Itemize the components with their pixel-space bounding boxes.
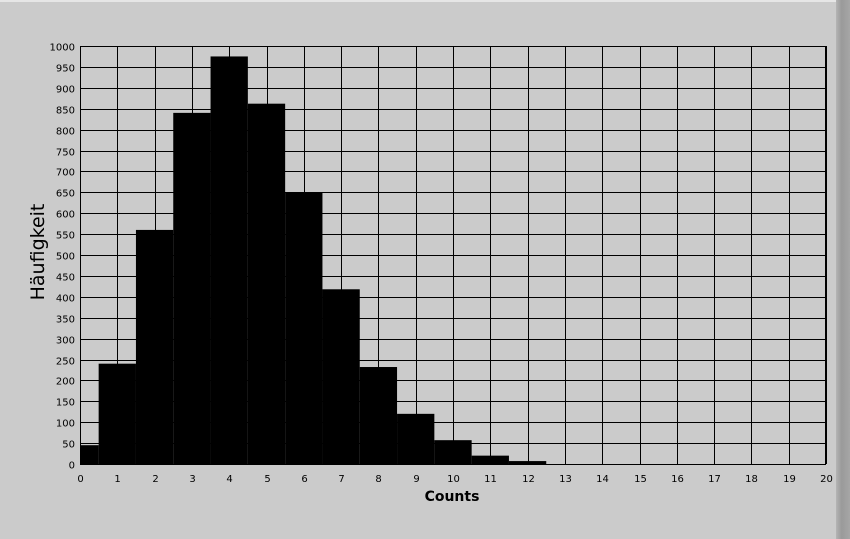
histogram-bar: [508, 461, 547, 464]
histogram-bar: [247, 103, 286, 465]
x-tick-label: 15: [634, 474, 647, 485]
histogram-bar: [98, 363, 136, 464]
y-tick-label: 550: [56, 231, 75, 242]
y-tick-label: 600: [56, 210, 75, 221]
x-tick-label: 5: [264, 474, 270, 485]
tick-labels: 0 1 2 3 4 5 6 7 8 9 10 11 12 13 14 15 16 17 18 19 2005010015…: [50, 43, 833, 486]
panel-top-edge: [0, 0, 850, 2]
x-axis-title: Counts: [425, 489, 480, 505]
histogram-bar: [322, 289, 360, 464]
x-tick-label: 18: [745, 474, 758, 485]
histogram-bar: [434, 440, 472, 464]
panel-right-scroll-edge: [836, 0, 850, 539]
x-tick-label: 0: [77, 474, 83, 485]
plot-frame: [80, 46, 826, 465]
y-tick-label: 750: [56, 148, 75, 159]
x-tick-label: 2: [152, 474, 158, 485]
y-tick-label: 700: [56, 168, 75, 179]
x-tick-label: 12: [522, 474, 535, 485]
x-tick-label: 4: [226, 474, 232, 485]
histogram-bar: [135, 229, 174, 464]
x-tick-label: 19: [783, 474, 796, 485]
y-tick-label: 0: [69, 461, 75, 472]
y-tick-label: 1000: [50, 43, 75, 54]
x-tick-label: 8: [375, 474, 381, 485]
y-tick-label: 800: [56, 127, 75, 138]
y-tick-label: 900: [56, 85, 75, 96]
x-tick-label: 3: [189, 474, 195, 485]
histogram-bar: [285, 192, 323, 465]
y-tick-label: 450: [56, 273, 75, 284]
y-tick-label: 50: [62, 440, 75, 451]
y-tick-label: 650: [56, 189, 75, 200]
y-tick-label: 850: [56, 106, 75, 117]
x-tick-label: 20: [820, 474, 833, 485]
histogram-bar: [80, 445, 99, 464]
histogram-bars: [80, 56, 547, 465]
histogram-bar: [397, 413, 435, 464]
histogram-bar: [359, 367, 398, 464]
y-tick-label: 950: [56, 64, 75, 75]
histogram-bar: [471, 455, 509, 464]
x-tick-label: 10: [447, 474, 460, 485]
y-axis-title: Häufigkeit: [27, 204, 49, 301]
x-tick-label: 6: [301, 474, 307, 485]
y-tick-label: 300: [56, 336, 75, 347]
y-tick-label: 500: [56, 252, 75, 263]
x-tick-label: 16: [671, 474, 684, 485]
histogram-bar: [210, 56, 248, 464]
x-tick-label: 14: [596, 474, 609, 485]
y-tick-label: 250: [56, 357, 75, 368]
y-tick-label: 350: [56, 315, 75, 326]
x-tick-label: 11: [484, 474, 497, 485]
x-tick-label: 9: [413, 474, 419, 485]
x-tick-label: 17: [708, 474, 721, 485]
x-tick-label: 7: [338, 474, 344, 485]
x-tick-label: 1: [114, 474, 120, 485]
y-tick-label: 400: [56, 294, 75, 305]
y-tick-label: 150: [56, 398, 75, 409]
x-tick-label: 13: [559, 474, 572, 485]
y-tick-label: 200: [56, 377, 75, 388]
y-tick-label: 100: [56, 419, 75, 430]
histogram-bar: [173, 112, 211, 464]
